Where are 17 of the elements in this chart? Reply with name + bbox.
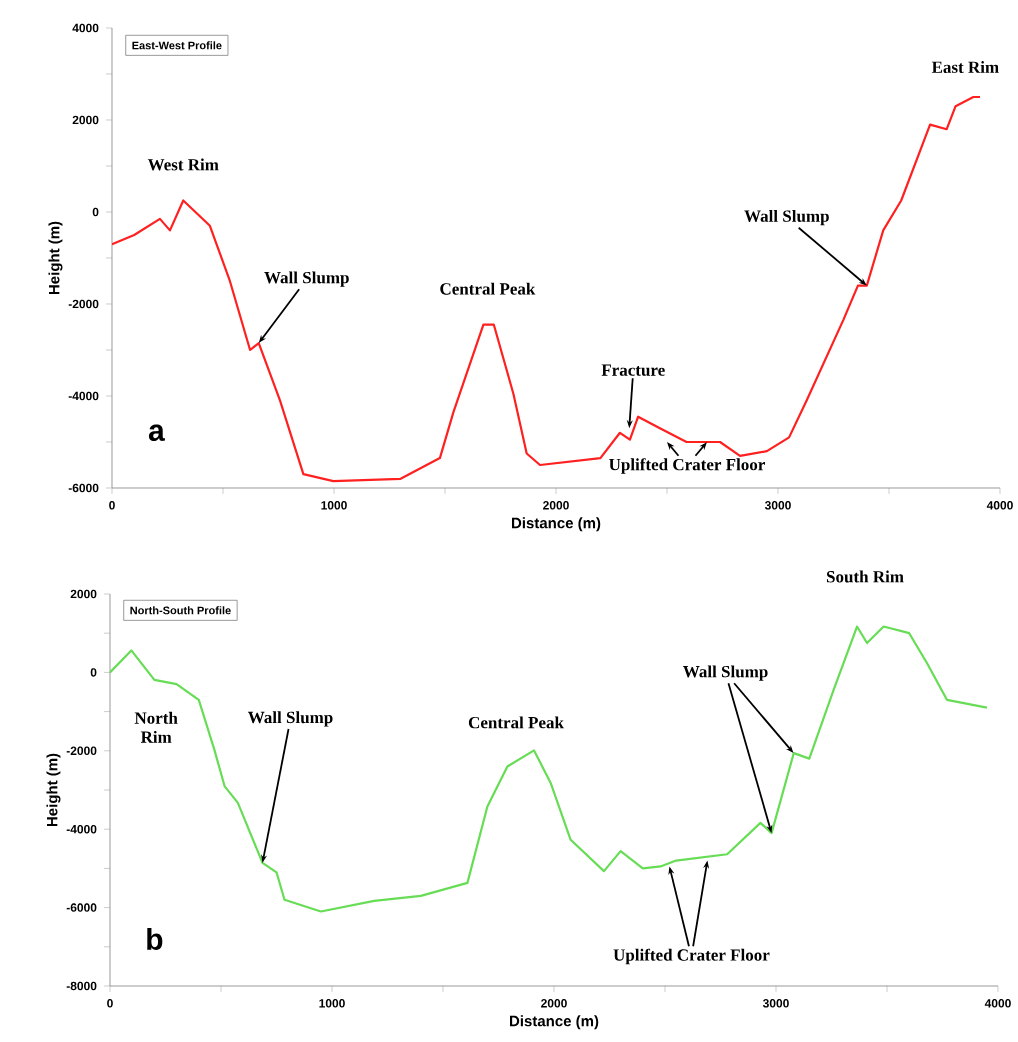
line-series: [112, 95, 982, 483]
line-series: [110, 625, 988, 913]
annotation: Wall Slump: [248, 711, 333, 727]
annotation: Uplifted Crater Floor: [613, 948, 770, 965]
annotation: North Rim: [134, 711, 178, 743]
annotation: Fracture: [601, 364, 665, 376]
annotation: Wall Slump: [264, 271, 349, 287]
annotation: Uplifted Crater Floor: [609, 458, 765, 474]
annotation: Central Peak: [468, 716, 564, 729]
annotation: East Rim: [931, 61, 999, 73]
annotation: West Rim: [147, 158, 219, 171]
annotation: b: [147, 927, 163, 950]
annotation: Wall Slump: [683, 665, 768, 681]
annotation: Central Peak: [440, 282, 536, 295]
annotation: South Rim: [826, 570, 904, 583]
annotation: Wall Slump: [744, 209, 829, 226]
annotation: a: [148, 424, 165, 441]
